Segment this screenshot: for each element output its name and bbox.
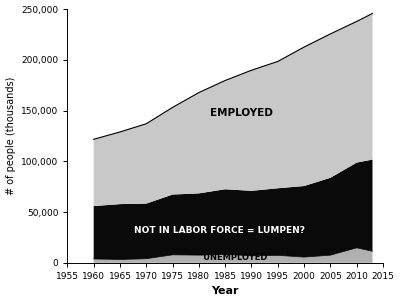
Y-axis label: # of people (thousands): # of people (thousands) — [6, 77, 16, 195]
Text: NOT IN LABOR FORCE = LUMPEN?: NOT IN LABOR FORCE = LUMPEN? — [134, 226, 306, 235]
X-axis label: Year: Year — [212, 286, 239, 297]
Text: "UNEMPLOYED": "UNEMPLOYED" — [200, 253, 272, 262]
Text: EMPLOYED: EMPLOYED — [210, 108, 272, 117]
